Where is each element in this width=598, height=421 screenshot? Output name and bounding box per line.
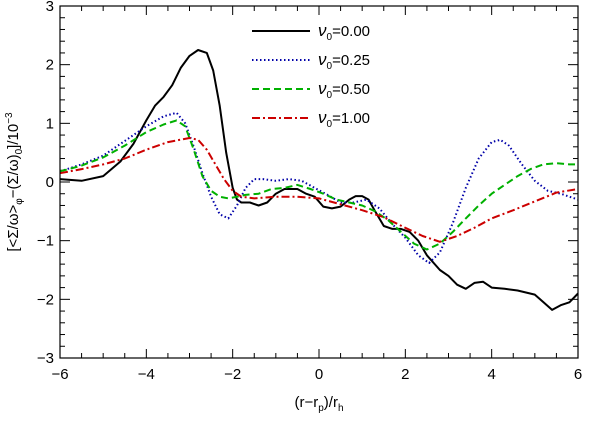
y-tick-label: 3 — [46, 0, 54, 15]
series-line-3 — [59, 137, 579, 243]
series-line-2 — [59, 119, 578, 251]
x-tick-label: −2 — [224, 366, 241, 383]
x-tick-label: 0 — [315, 366, 323, 383]
x-axis-label: (r−rp)/rh — [294, 394, 343, 414]
axis-ticks — [59, 5, 579, 359]
plot-frame — [59, 5, 579, 359]
x-tick-label: 2 — [401, 366, 409, 383]
legend-label-3: ν0=1.00 — [318, 108, 370, 130]
series-line-0 — [59, 49, 579, 311]
tick-labels: −6 −4 −2 0 2 4 6 −3 −2 −1 0 1 2 3 — [37, 0, 582, 383]
x-tick-label: 4 — [487, 366, 495, 383]
y-tick-label: −1 — [37, 233, 54, 250]
x-tick-label: 6 — [574, 366, 582, 383]
x-tick-label: −6 — [51, 366, 68, 383]
y-tick-label: 0 — [46, 174, 54, 191]
y-tick-label: 1 — [46, 115, 54, 132]
legend-label-2: ν0=0.50 — [318, 79, 370, 101]
y-tick-label: −3 — [37, 350, 54, 367]
series-layer — [59, 49, 579, 311]
legend: ν0=0.00 ν0=0.25 ν0=0.50 ν0=1.00 — [252, 21, 370, 130]
legend-label-0: ν0=0.00 — [318, 21, 370, 43]
y-tick-label: −2 — [37, 291, 54, 308]
y-tick-label: 2 — [46, 57, 54, 74]
x-tick-label: −4 — [138, 366, 155, 383]
y-axis-label: [<Σ/ω>φ−(Σ/ω)0]/10−3 — [4, 112, 25, 252]
legend-label-1: ν0=0.25 — [318, 50, 370, 72]
